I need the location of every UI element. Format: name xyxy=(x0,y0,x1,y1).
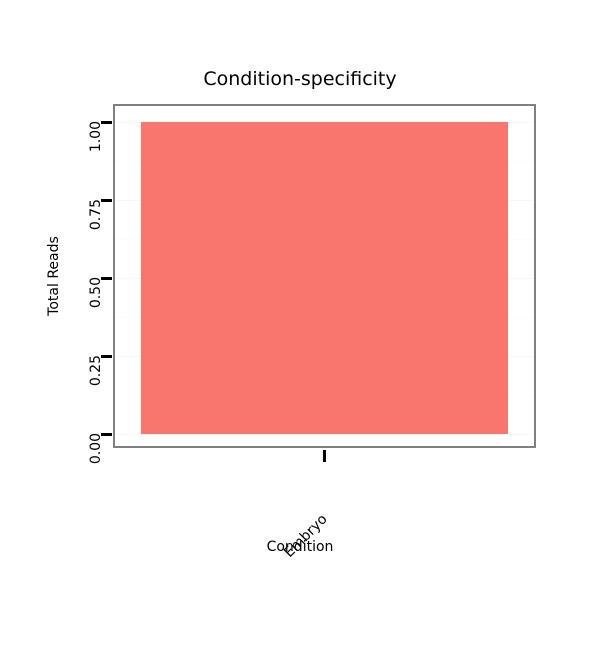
y-axis-tick-mark xyxy=(101,120,112,124)
chart-title: Condition-specificity xyxy=(203,68,397,90)
y-axis-tick-mark xyxy=(101,432,112,436)
x-axis-tick-mark xyxy=(323,450,326,462)
y-axis-title: Total Reads xyxy=(46,236,62,316)
chart-canvas: Condition-specificity Total Reads 0.00 0.… xyxy=(46,68,536,561)
plot-panel-inner xyxy=(115,106,534,446)
x-axis-title: Condition xyxy=(266,539,334,555)
y-axis-tick-label: 0.00 xyxy=(88,433,104,465)
y-axis-tick-label: 1.00 xyxy=(88,121,104,153)
gridline-major xyxy=(115,434,534,435)
y-axis-tick-mark xyxy=(101,198,112,202)
y-axis-tick-label: 0.75 xyxy=(88,199,104,231)
bar[interactable] xyxy=(141,122,508,434)
x-axis-tick-label: Embryo xyxy=(280,511,331,561)
y-axis-tick-label: 0.50 xyxy=(88,277,104,309)
plot-panel xyxy=(113,104,536,448)
y-axis-tick-label: 0.25 xyxy=(88,355,104,387)
y-axis-tick-mark xyxy=(101,276,112,280)
y-axis-tick-mark xyxy=(101,354,112,358)
